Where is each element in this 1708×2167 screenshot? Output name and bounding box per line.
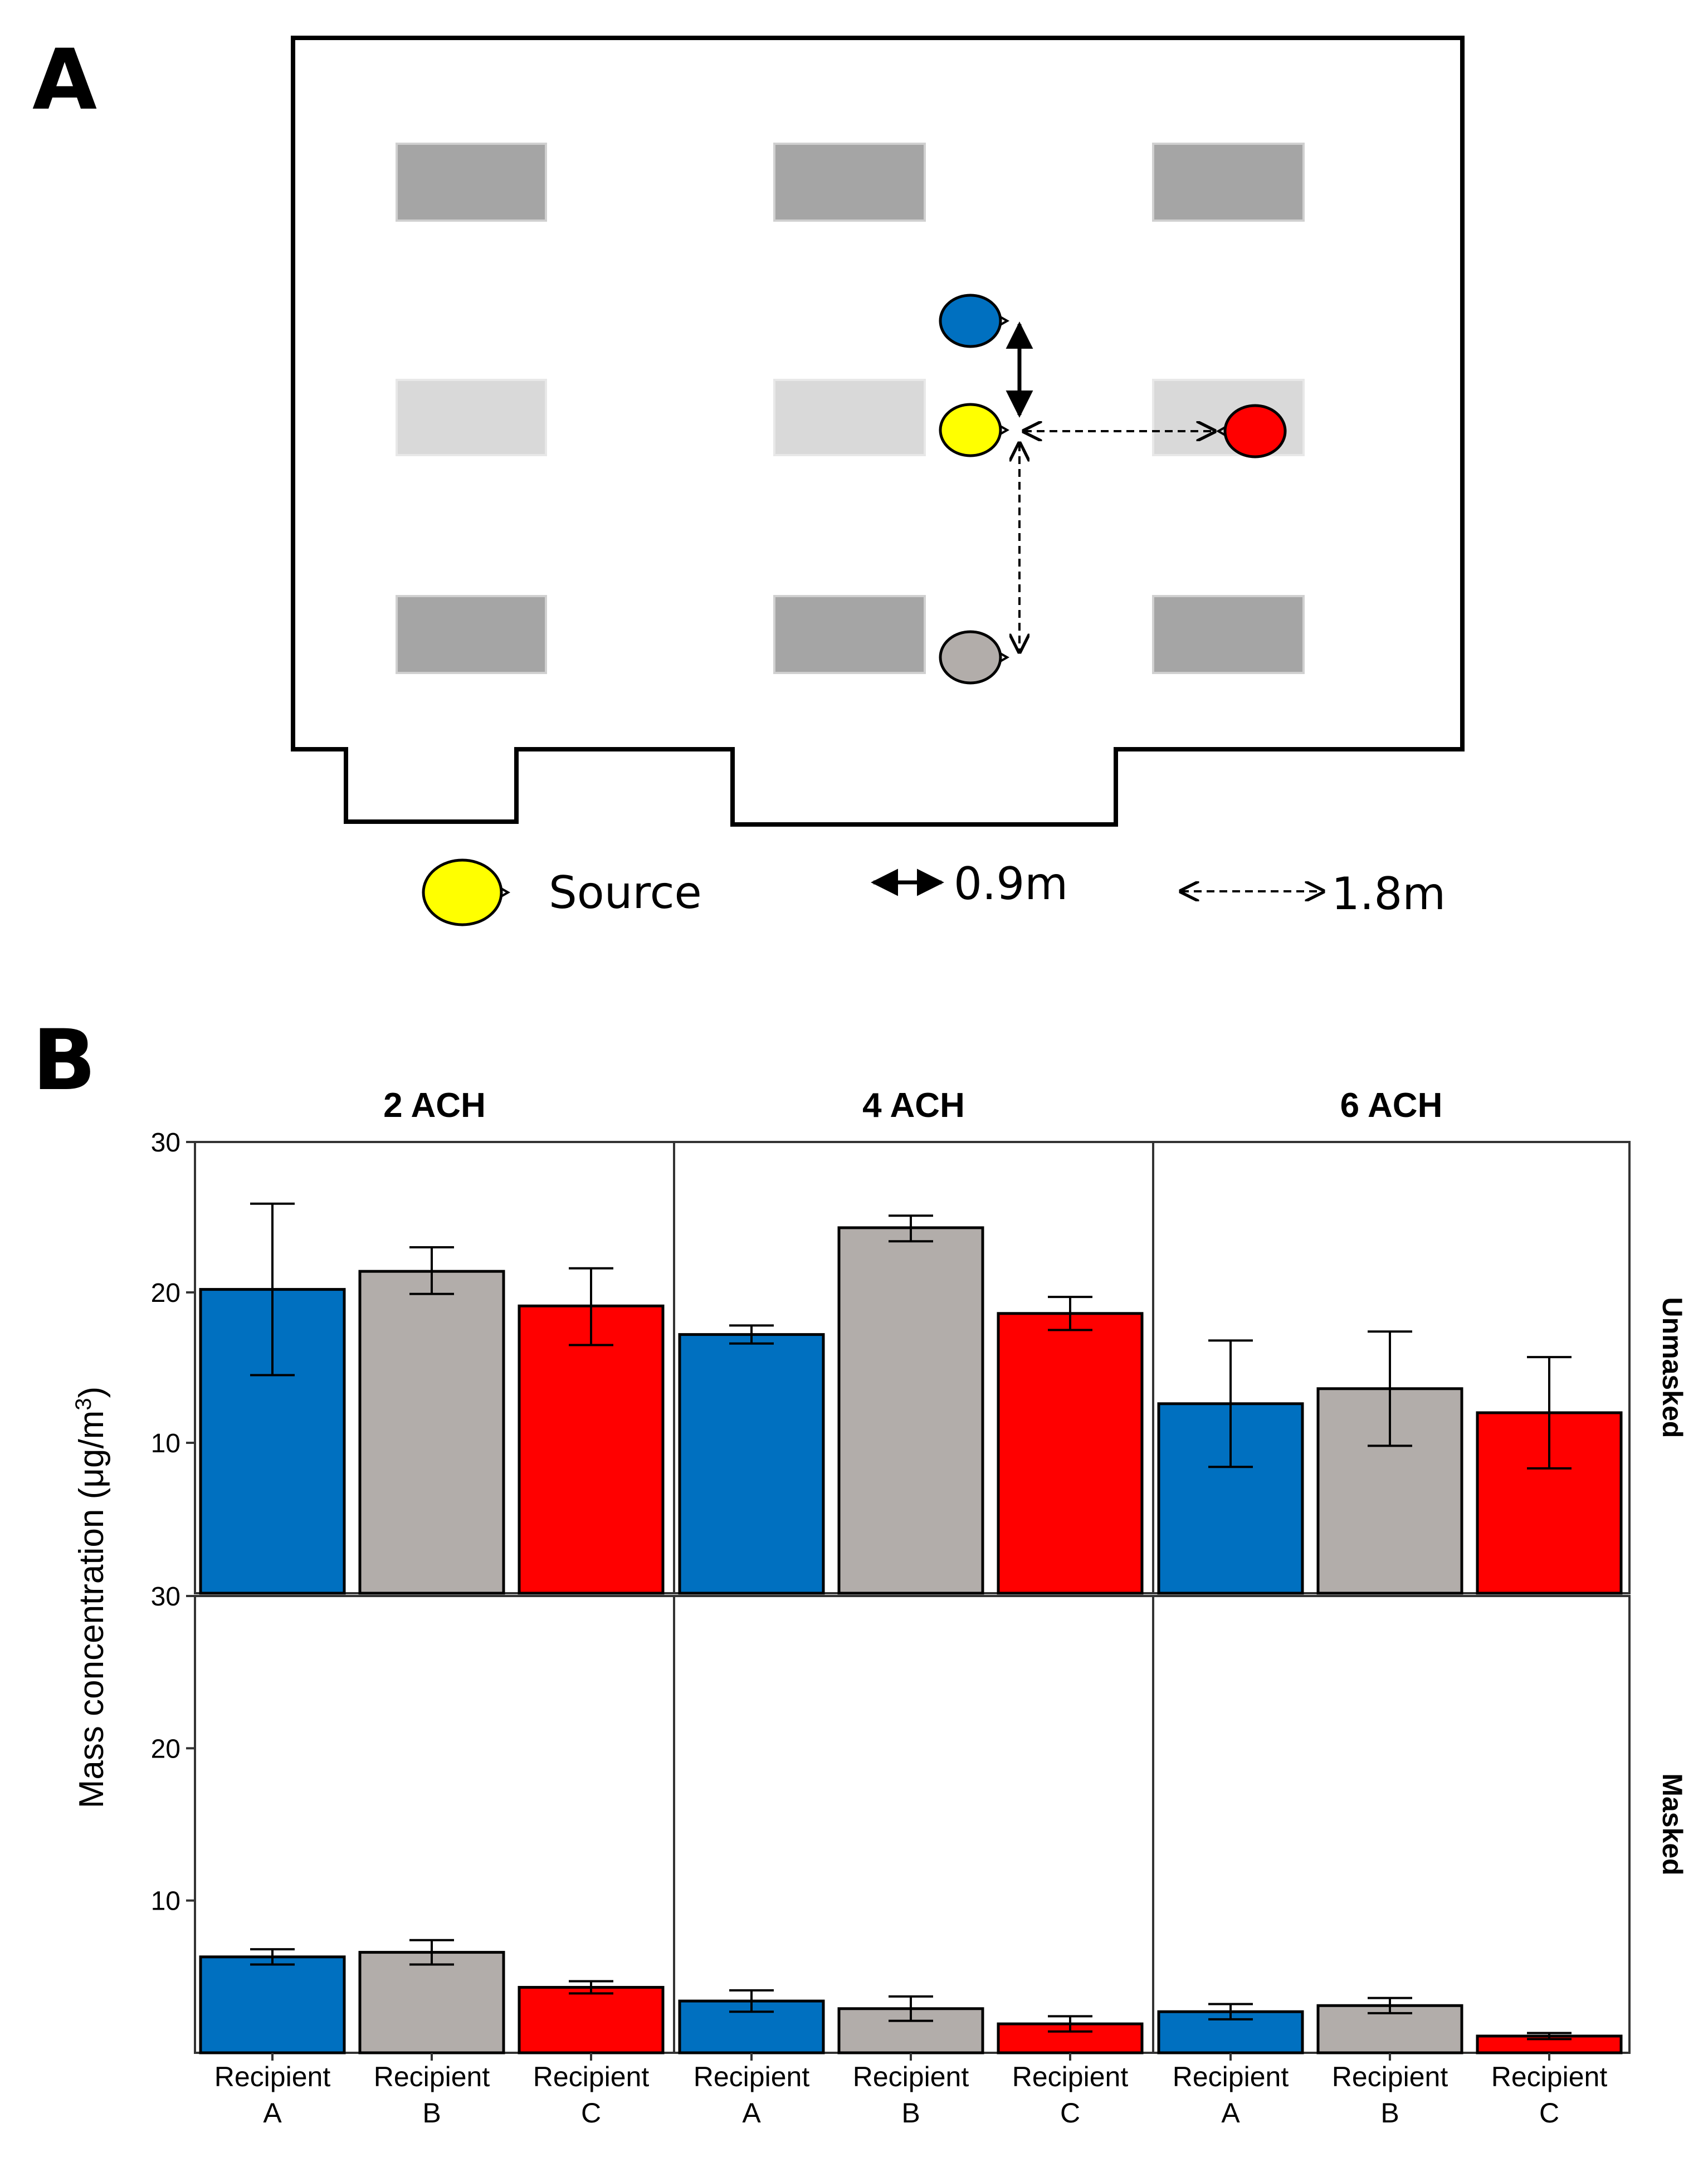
bar-chart: 2 ACH 4 ACH 6 ACH 10 20 30 Unmasked 10 20 30 Maske…	[71, 1086, 1688, 2129]
facet-panel-masked-2	[673, 1595, 1154, 2054]
legend-source-icon	[422, 858, 511, 926]
recipient-a-head-icon	[939, 294, 1010, 348]
x-tick-label-line2: C	[581, 2097, 601, 2129]
facet-title-4-ach: 4 ACH	[862, 1086, 965, 1125]
y-tick-label: 10	[151, 1887, 180, 1916]
legend-solid-distance: 0.9m	[954, 858, 1068, 910]
x-tick-label-line1: Recipient	[694, 2061, 810, 2092]
x-tick-label-line2: C	[1060, 2097, 1080, 2129]
x-tick-label-line2: C	[1539, 2097, 1559, 2129]
room-diagram	[291, 36, 1465, 827]
facet-title-2-ach: 2 ACH	[383, 1086, 486, 1125]
y-tick-label: 20	[151, 1734, 180, 1764]
bar-masked-2ach-recipient-a	[199, 1955, 346, 2054]
recipient-c-head-icon	[1216, 404, 1287, 458]
table-light-1	[396, 379, 547, 456]
table-dark-3	[1152, 143, 1305, 222]
strip-label-unmasked: Unmasked	[1657, 1297, 1688, 1438]
table-light-2	[773, 379, 926, 456]
x-tick-label-line1: Recipient	[214, 2061, 331, 2092]
x-tick-label-line2: A	[742, 2097, 761, 2129]
legend: Source 0.9m 1.8m	[422, 858, 1446, 926]
legend-source-label: Source	[549, 867, 702, 919]
y-tick-label: 10	[151, 1429, 180, 1458]
bar-unmasked-2ach-recipient-c	[518, 1304, 665, 1595]
bar-unmasked-2ach-recipient-b	[358, 1270, 505, 1595]
x-tick-label-line1: Recipient	[1491, 2061, 1608, 2092]
bar-masked-2ach-recipient-b	[358, 1951, 505, 2054]
x-tick-label-line2: A	[1221, 2097, 1240, 2129]
facet-title-6-ach: 6 ACH	[1340, 1086, 1443, 1125]
bar-unmasked-4ach-recipient-a	[678, 1333, 825, 1595]
recipient-b-head-icon	[939, 630, 1010, 685]
y-tick-label: 30	[151, 1582, 180, 1612]
table-dark-4	[396, 595, 547, 674]
x-tick-label-line1: Recipient	[374, 2061, 490, 2092]
x-tick-label-line2: B	[422, 2097, 441, 2129]
x-tick-label-line2: B	[1380, 2097, 1399, 2129]
bar-unmasked-4ach-recipient-c	[997, 1312, 1144, 1595]
x-tick-label-line2: A	[263, 2097, 282, 2129]
x-tick-label-line1: Recipient	[533, 2061, 650, 2092]
table-dark-2	[773, 143, 926, 222]
strip-label-masked: Masked	[1657, 1773, 1688, 1875]
bar-masked-2ach-recipient-c	[518, 1985, 665, 2054]
panel-b-label: B	[32, 1012, 96, 1109]
bar-unmasked-4ach-recipient-b	[837, 1226, 984, 1595]
y-tick-label: 20	[151, 1278, 180, 1308]
x-tick-label-line1: Recipient	[1173, 2061, 1289, 2092]
room-outline	[291, 36, 1465, 827]
y-tick-label: 30	[151, 1128, 180, 1158]
facet-panel-masked-3	[1152, 1595, 1631, 2054]
x-tick-label-line1: Recipient	[1012, 2061, 1129, 2092]
table-dark-1	[396, 143, 547, 222]
panel-a-label: A	[32, 32, 97, 129]
table-dark-6	[1152, 595, 1305, 674]
x-tick-label-line1: Recipient	[1332, 2061, 1448, 2092]
table-dark-5	[773, 595, 926, 674]
legend-dashed-distance: 1.8m	[1331, 868, 1446, 920]
x-tick-label-line2: B	[901, 2097, 920, 2129]
source-head-icon	[939, 403, 1010, 457]
x-tick-label-line1: Recipient	[853, 2061, 969, 2092]
y-axis-title: Mass concentration (μg/m3)	[71, 1387, 111, 1808]
